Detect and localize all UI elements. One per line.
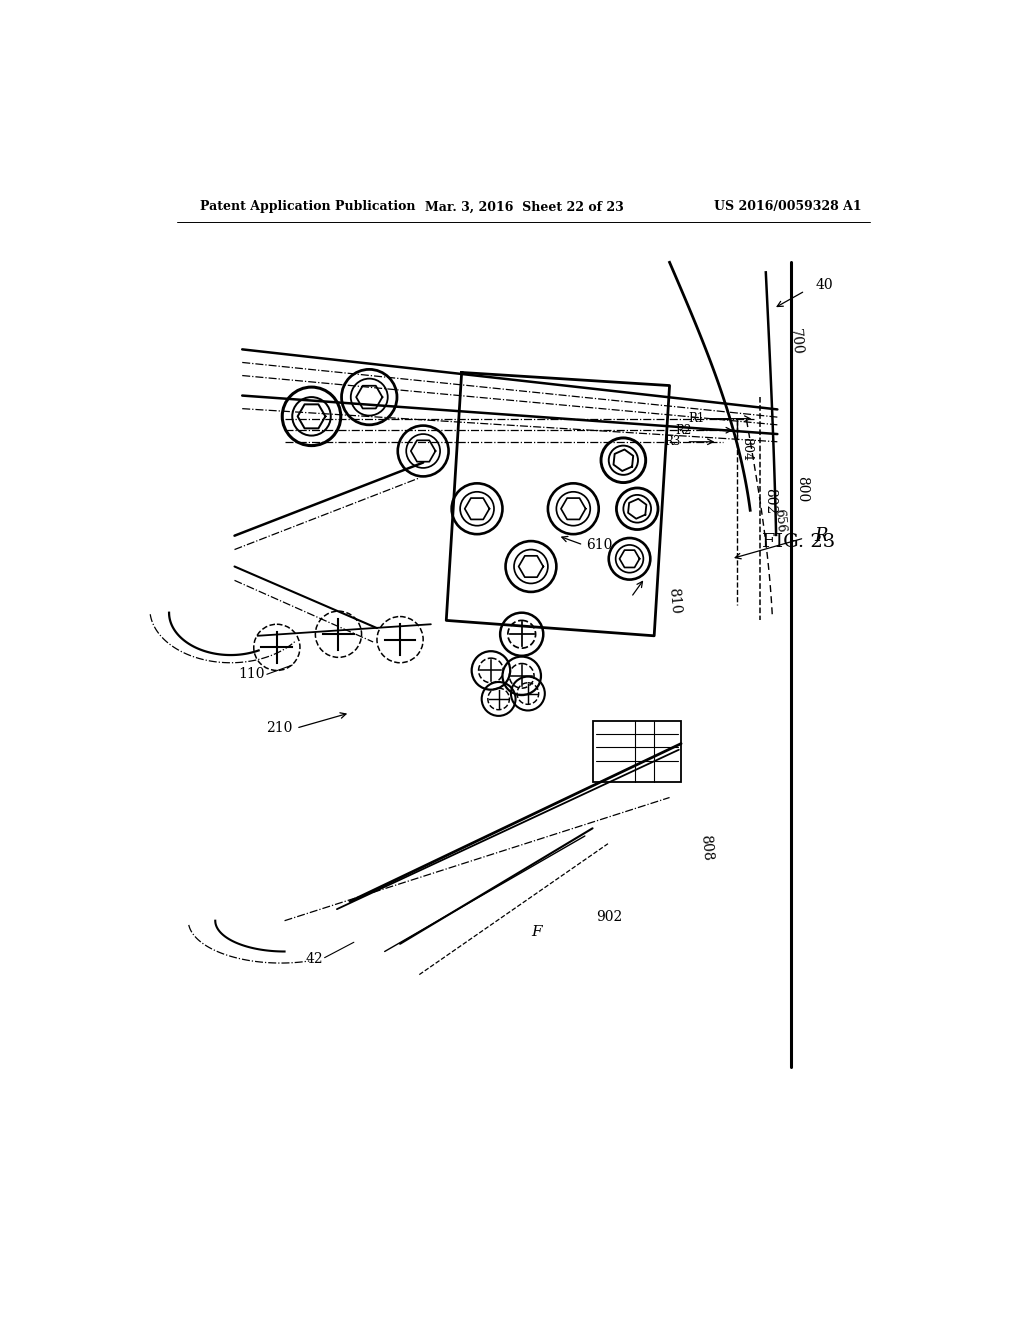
Text: F: F: [531, 925, 542, 940]
Text: R3: R3: [665, 436, 681, 449]
Text: R: R: [814, 527, 827, 545]
Text: 802: 802: [764, 488, 777, 515]
Text: 210: 210: [266, 721, 292, 735]
Text: 902: 902: [596, 909, 623, 924]
Text: FIG. 23: FIG. 23: [762, 533, 836, 550]
Text: 42: 42: [305, 952, 323, 966]
Text: Patent Application Publication: Patent Application Publication: [200, 201, 416, 214]
Text: R2: R2: [675, 424, 691, 437]
Text: 810: 810: [666, 587, 682, 615]
Text: 808: 808: [698, 834, 715, 861]
Text: Mar. 3, 2016  Sheet 22 of 23: Mar. 3, 2016 Sheet 22 of 23: [425, 201, 625, 214]
Text: 610: 610: [587, 539, 612, 552]
Text: 804: 804: [739, 437, 753, 462]
Text: R1: R1: [688, 412, 705, 425]
Text: 800: 800: [795, 477, 809, 503]
Text: 40: 40: [816, 279, 834, 293]
Text: 656: 656: [772, 508, 787, 533]
Text: US 2016/0059328 A1: US 2016/0059328 A1: [715, 201, 862, 214]
Bar: [593, 721, 681, 781]
Text: 110: 110: [239, 668, 265, 681]
Text: 700: 700: [788, 327, 805, 355]
